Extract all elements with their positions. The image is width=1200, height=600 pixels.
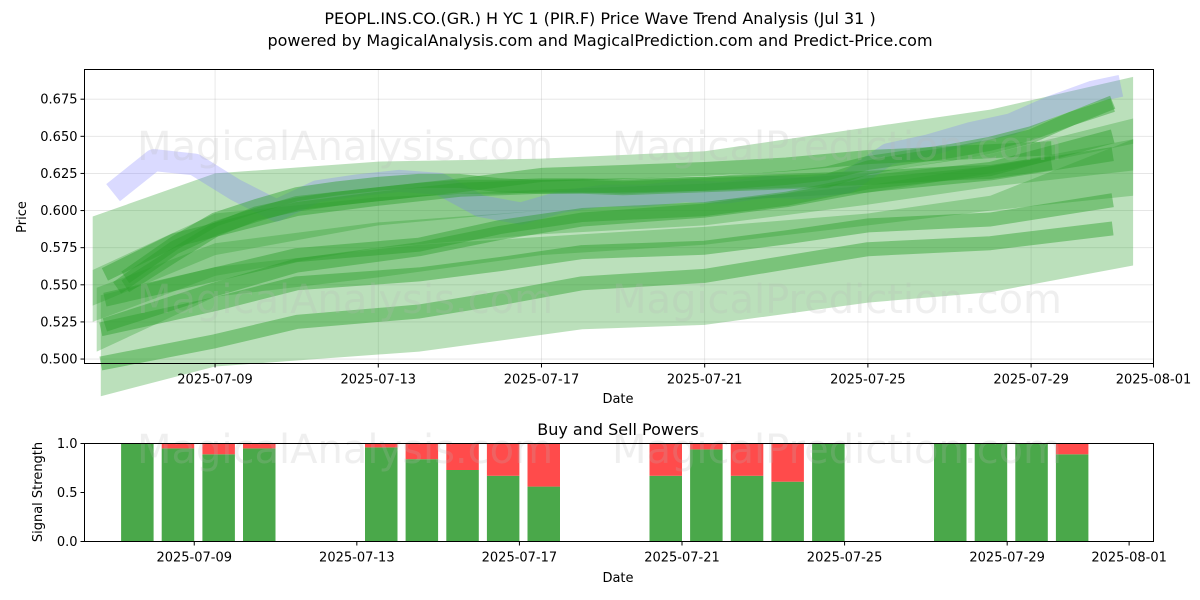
buy-bar-17 [1055,454,1089,542]
buy-bar-4 [365,447,398,542]
signal-x-ticks: 2025-07-09 2025-07-13 2025-07-17 2025-07-21… [156,541,1167,566]
buy-bar-6 [446,470,479,542]
signal-x-tick-label-1: 2025-07-13 [319,551,395,566]
signal-chart-title: Buy and Sell Powers [537,420,699,439]
price-band-4 [100,139,1134,397]
price-series-wave-long-2 [99,221,1114,371]
sell-bar-10 [690,443,723,450]
signal-x-tick-label-0: 2025-07-09 [156,551,232,566]
buy-bar-13 [812,443,845,542]
buy-bar-8 [527,486,560,542]
signal-chart: Buy and Sell Powers MagicalAnalysis.com … [31,420,1167,586]
signal-x-tick-label-4: 2025-07-25 [807,551,883,566]
buy-bar-15 [974,443,1008,542]
price-y-ticks: 0.500 0.525 0.550 0.575 0.600 0.625 0.650 0.675 [40,93,85,368]
signal-watermark-right: MagicalPrediction.com [612,427,1062,473]
sell-bar-7 [486,443,520,476]
price-series-wave-trend-2 [103,129,1115,307]
price-x-tick-label-0: 2025-07-09 [177,373,253,388]
signal-y-tick-label-1: 0.5 [57,486,78,501]
price-y-tick-label-3: 0.575 [40,241,77,256]
price-x-tick-label-1: 2025-07-13 [340,373,416,388]
price-series [99,75,1124,371]
buy-bar-2 [202,454,235,542]
buy-bar-9 [649,475,682,542]
signal-x-label: Date [602,571,633,586]
watermark-mid-right: MagicalPrediction.com [612,277,1062,323]
price-band-1 [92,76,1134,322]
sell-bar-4 [365,443,398,448]
price-series-wave-fast-2 [121,98,1115,293]
signal-x-tick-label-3: 2025-07-21 [644,551,720,566]
watermark-top-right: MagicalPrediction.com [612,124,1062,170]
buy-bar-0 [121,443,154,542]
sell-bar-6 [446,443,479,470]
price-x-tick-label-6: 2025-08-01 [1116,373,1192,388]
signal-y-tick-label-2: 1.0 [57,437,78,452]
price-plot-area [84,69,1154,364]
price-x-tick-label-3: 2025-07-21 [667,373,743,388]
buy-bar-12 [771,481,804,542]
sell-bar-5 [405,443,439,460]
sell-bar-8 [527,443,560,487]
price-series-wave-medium [113,141,1052,294]
price-y-tick-label-5: 0.625 [40,167,77,182]
chart-title-line2: powered by MagicalAnalysis.com and Magic… [267,31,933,50]
price-x-tick-label-4: 2025-07-25 [830,373,906,388]
price-series-wave-slow-1 [101,156,1053,281]
price-bands [92,76,1134,397]
buy-bar-16 [1015,443,1048,542]
price-band-3 [96,139,1134,352]
signal-bars [121,443,1089,542]
signal-y-label: Signal Strength [31,442,46,542]
price-series-wave-fast-1 [121,95,1116,284]
buy-bar-10 [690,449,723,542]
sell-bar-12 [771,443,804,482]
buy-bar-1 [161,448,195,542]
price-x-label: Date [602,392,633,407]
sell-bar-3 [243,443,276,449]
signal-watermark-left: MagicalAnalysis.com [137,427,553,473]
price-y-tick-label-4: 0.600 [40,204,77,219]
price-series-wave-trend-1 [102,147,1114,332]
price-y-tick-label-0: 0.500 [40,353,77,368]
price-series-wave-long-1 [99,193,1114,337]
sell-bar-17 [1055,443,1089,455]
buy-bar-5 [405,459,439,542]
chart-title-line1: PEOPL.INS.CO.(GR.) H YC 1 (PIR.F) Price … [324,9,876,28]
price-plot-frame [84,69,1154,364]
buy-bar-11 [730,475,764,542]
watermark-mid-left: MagicalAnalysis.com [137,277,553,323]
signal-y-ticks: 0.0 0.5 1.0 [57,437,85,550]
price-x-tick-label-2: 2025-07-17 [504,373,580,388]
price-y-tick-label-2: 0.550 [40,278,77,293]
signal-x-tick-label-5: 2025-07-29 [969,551,1045,566]
price-y-tick-label-1: 0.525 [40,315,77,330]
price-y-label: Price [15,201,30,233]
signal-x-tick-label-2: 2025-07-17 [482,551,558,566]
buy-bar-7 [486,475,520,542]
buy-bar-14 [934,443,967,542]
signal-x-tick-label-6: 2025-08-01 [1091,551,1167,566]
price-chart: MagicalAnalysis.com MagicalPrediction.co… [15,69,1192,407]
price-x-ticks: 2025-07-09 2025-07-13 2025-07-17 2025-07-21… [177,363,1192,388]
signal-y-tick-label-0: 0.0 [57,535,78,550]
buy-bar-3 [243,448,276,542]
price-series-price-wave-blue [106,75,1124,225]
sell-bar-11 [730,443,764,476]
price-x-tick-label-5: 2025-07-29 [993,373,1069,388]
sell-bar-1 [161,443,195,449]
sell-bar-9 [649,443,682,476]
price-y-tick-label-6: 0.650 [40,130,77,145]
sell-bar-2 [202,443,235,455]
price-y-tick-label-7: 0.675 [40,93,77,108]
price-band-2 [92,118,1134,306]
watermark-top-left: MagicalAnalysis.com [137,124,553,170]
